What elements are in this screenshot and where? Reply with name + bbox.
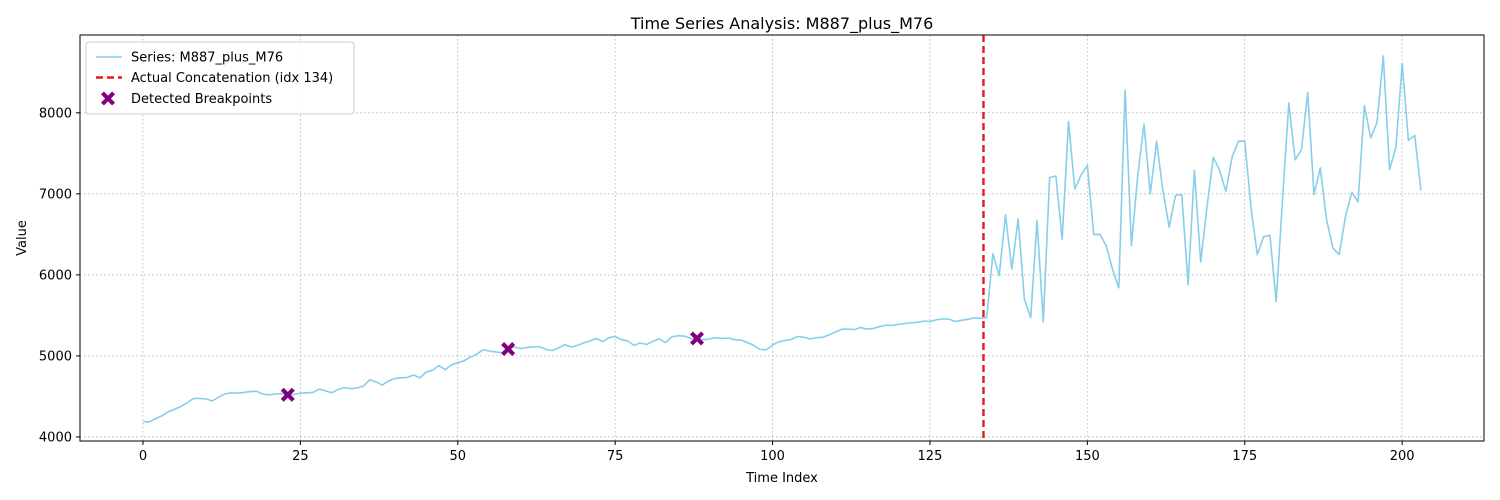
- y-axis-title: Value: [15, 220, 30, 256]
- y-tick-label: 7000: [39, 187, 72, 202]
- x-tick-label: 0: [139, 449, 147, 464]
- series-line: [142, 55, 1422, 423]
- chart-title: Time Series Analysis: M887_plus_M76: [630, 14, 934, 34]
- y-tick-label: 4000: [39, 430, 72, 445]
- y-tick-label: 6000: [39, 268, 72, 283]
- legend-breakpoint-label: Detected Breakpoints: [131, 92, 272, 107]
- x-tick-label: 50: [449, 449, 466, 464]
- axis-ticks: 0 25 50 75 100 125 150 175 200 4000 5000 6000 7000 80…: [39, 106, 1415, 464]
- legend-series-label: Series: M887_plus_M76: [131, 51, 283, 66]
- legend-box: [85, 41, 355, 115]
- series-layer: [142, 55, 1422, 423]
- legend: Series: M887_plus_M76 Actual Concatenati…: [85, 41, 355, 115]
- x-tick-label: 75: [607, 449, 624, 464]
- x-tick-label: 150: [1075, 449, 1100, 464]
- legend-concatenation-label: Actual Concatenation (idx 134): [131, 71, 333, 86]
- breakpoint-marker: [280, 387, 295, 402]
- x-tick-label: 175: [1232, 449, 1257, 464]
- y-tick-label: 8000: [39, 106, 72, 121]
- breakpoint-marker: [501, 342, 516, 356]
- x-tick-label: 200: [1390, 449, 1415, 464]
- legend-breakpoint-marker: [101, 91, 115, 106]
- breakpoint-marker: [690, 331, 704, 346]
- legend-breakpoint-swatch: [101, 91, 115, 106]
- x-tick-label: 125: [918, 449, 943, 464]
- x-tick-label: 100: [760, 449, 785, 464]
- y-tick-label: 5000: [39, 349, 72, 364]
- x-tick-label: 25: [292, 449, 309, 464]
- breakpoint-markers: [280, 331, 704, 402]
- x-axis-title: Time Index: [745, 471, 818, 486]
- axes-frame: [79, 34, 1485, 442]
